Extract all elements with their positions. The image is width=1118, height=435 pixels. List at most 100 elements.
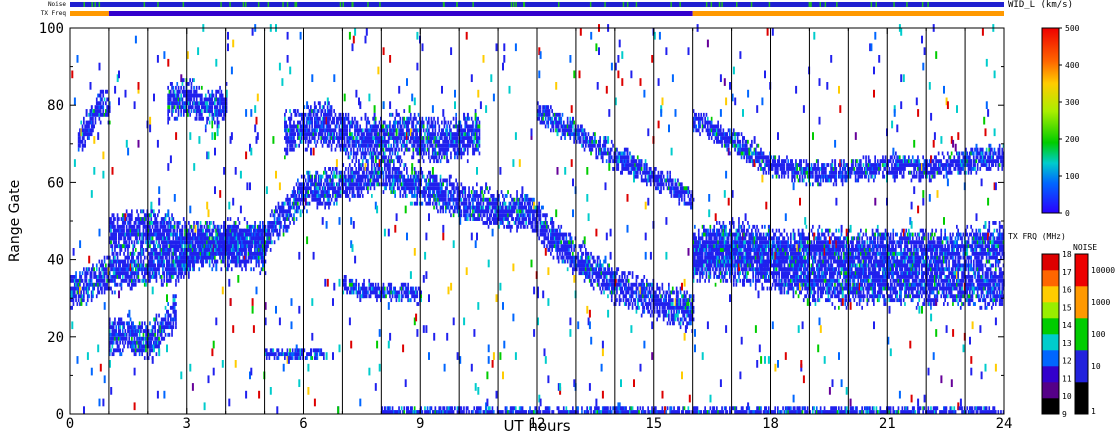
echo-cell bbox=[132, 251, 134, 256]
echo-cell bbox=[195, 101, 198, 106]
echo-cell bbox=[159, 321, 162, 326]
echo-cell bbox=[412, 147, 415, 152]
echo-cell bbox=[128, 267, 131, 272]
echo-cell bbox=[94, 109, 97, 113]
echo-cell bbox=[160, 278, 163, 283]
echo-cell bbox=[173, 228, 176, 233]
echo-cell bbox=[250, 147, 253, 156]
echo-cell bbox=[112, 251, 115, 256]
echo-cell bbox=[194, 89, 197, 94]
echo-cell bbox=[311, 356, 313, 360]
echo-cell bbox=[215, 109, 217, 113]
echo-cell bbox=[293, 201, 295, 206]
echo-cell bbox=[92, 267, 94, 272]
echo-cell bbox=[323, 105, 325, 110]
echo-cell bbox=[164, 267, 167, 272]
echo-cell bbox=[171, 271, 173, 276]
echo-cell bbox=[162, 248, 164, 252]
echo-cell bbox=[155, 340, 158, 345]
echo-cell bbox=[147, 217, 150, 221]
echo-cell bbox=[133, 259, 136, 264]
echo-cell bbox=[229, 259, 232, 264]
echo-cell bbox=[110, 286, 112, 291]
echo-cell bbox=[147, 336, 150, 341]
echo-cell bbox=[182, 78, 185, 83]
echo-cell bbox=[119, 352, 121, 357]
echo-cell bbox=[223, 228, 226, 237]
echo-cell bbox=[249, 240, 251, 245]
echo-cell bbox=[160, 321, 163, 326]
echo-cell bbox=[173, 305, 176, 310]
echo-cell bbox=[177, 224, 180, 229]
echo-cell bbox=[176, 255, 179, 260]
echo-cell bbox=[156, 259, 159, 264]
echo-cell bbox=[428, 116, 430, 121]
echo-cell bbox=[156, 55, 159, 63]
echo-cell bbox=[214, 251, 216, 256]
echo-cell bbox=[278, 205, 281, 210]
echo-cell bbox=[282, 228, 285, 233]
echo-cell bbox=[85, 290, 88, 295]
echo-cell bbox=[131, 255, 133, 260]
echo-cell bbox=[159, 228, 162, 233]
echo-cell bbox=[307, 194, 310, 198]
echo-cell bbox=[204, 221, 207, 225]
echo-cell bbox=[166, 263, 168, 268]
echo-cell bbox=[85, 124, 88, 129]
echo-cell bbox=[147, 224, 150, 229]
echo-cell bbox=[402, 344, 405, 353]
echo-cell bbox=[133, 325, 136, 330]
echo-cell bbox=[186, 93, 189, 98]
echo-cell bbox=[298, 379, 301, 388]
echo-cell bbox=[175, 101, 177, 106]
echo-cell bbox=[155, 267, 158, 272]
echo-cell bbox=[227, 31, 229, 40]
echo-cell bbox=[156, 251, 159, 256]
echo-cell bbox=[176, 101, 179, 106]
echo-cell bbox=[127, 275, 129, 279]
echo-cell bbox=[145, 263, 147, 268]
echo-cell bbox=[115, 259, 118, 264]
echo-cell bbox=[285, 228, 287, 233]
echo-cell bbox=[112, 325, 115, 330]
echo-cell bbox=[285, 151, 287, 156]
echo-cell bbox=[208, 244, 211, 249]
echo-cell bbox=[284, 209, 286, 214]
echo-cell bbox=[416, 329, 419, 337]
echo-cell bbox=[108, 336, 111, 341]
echo-cell bbox=[237, 224, 239, 229]
echo-cell bbox=[88, 124, 90, 129]
echo-cell bbox=[211, 132, 214, 140]
echo-cell bbox=[142, 344, 145, 349]
echo-cell bbox=[329, 167, 332, 171]
noise-bar-mark bbox=[736, 2, 738, 7]
echo-cell bbox=[166, 309, 168, 314]
echo-cell bbox=[160, 251, 163, 256]
echo-cell bbox=[255, 248, 258, 252]
echo-cell bbox=[149, 271, 151, 276]
echo-cell bbox=[143, 232, 146, 237]
echo-cell bbox=[212, 263, 215, 268]
echo-cell bbox=[158, 267, 160, 272]
echo-cell bbox=[282, 232, 285, 237]
echo-cell bbox=[143, 221, 146, 225]
echo-cell bbox=[116, 251, 119, 256]
echo-cell bbox=[377, 155, 380, 160]
echo-cell bbox=[247, 248, 250, 252]
echo-cell bbox=[290, 147, 293, 152]
echo-cell bbox=[110, 236, 112, 241]
echo-cell bbox=[358, 139, 360, 144]
echo-cell bbox=[211, 259, 214, 264]
echo-cell bbox=[316, 205, 319, 210]
echo-cell bbox=[134, 340, 137, 345]
echo-cell bbox=[242, 228, 245, 233]
echo-cell bbox=[190, 97, 193, 102]
echo-cell bbox=[201, 232, 203, 237]
echo-cell bbox=[179, 259, 181, 264]
echo-cell bbox=[155, 240, 158, 245]
echo-cell bbox=[77, 147, 80, 152]
echo-cell bbox=[285, 124, 287, 129]
echo-cell bbox=[151, 329, 154, 333]
echo-cell bbox=[137, 275, 140, 279]
echo-cell bbox=[140, 263, 142, 268]
